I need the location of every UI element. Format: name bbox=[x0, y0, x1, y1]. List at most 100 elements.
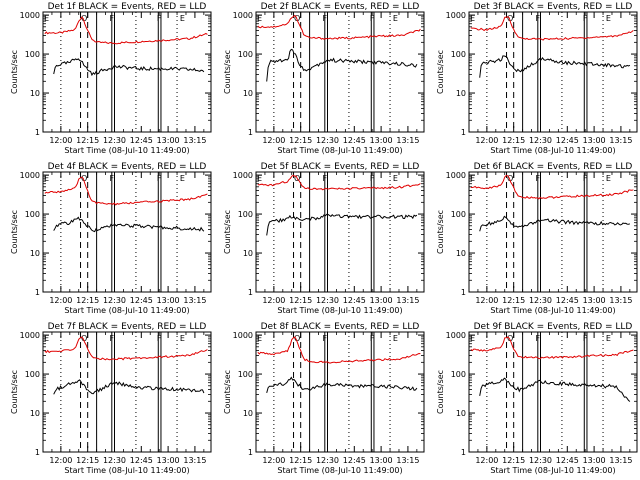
events-series-line bbox=[53, 216, 205, 233]
events-series-line bbox=[266, 376, 418, 394]
y-tick-label: 1 bbox=[35, 128, 40, 137]
plot-frame bbox=[255, 331, 425, 453]
events-series-line bbox=[479, 55, 631, 78]
y-tick-label: 1000 bbox=[446, 11, 466, 20]
time-marker-label: F bbox=[157, 174, 162, 183]
time-marker-label: F bbox=[323, 174, 328, 183]
y-tick-label: 10 bbox=[30, 409, 40, 418]
time-marker-label: E bbox=[180, 334, 185, 343]
lld-series-line bbox=[257, 14, 421, 41]
time-marker-label: E bbox=[393, 14, 398, 23]
x-axis-label: Start Time (08-Jul-10 11:49:00) bbox=[490, 466, 615, 475]
time-marker-label: O bbox=[507, 334, 513, 343]
x-axis-label: Start Time (08-Jul-10 11:49:00) bbox=[277, 146, 402, 155]
y-tick-label: 100 bbox=[238, 210, 253, 219]
time-marker-label: F bbox=[536, 174, 541, 183]
panel-det-3: Det 3f BLACK = Events, RED = LLD 1 10 100 10… bbox=[436, 2, 638, 155]
x-axis-label: Start Time (08-Jul-10 11:49:00) bbox=[490, 306, 615, 315]
time-marker-label: F bbox=[157, 334, 162, 343]
x-tick-label: 12:45 bbox=[130, 136, 153, 145]
x-tick-label: 12:30 bbox=[103, 456, 126, 465]
x-tick-label: 13:00 bbox=[583, 456, 606, 465]
x-tick-label: 12:00 bbox=[475, 296, 498, 305]
panel-det-9: Det 9f BLACK = Events, RED = LLD 1 10 100 10… bbox=[436, 322, 638, 475]
events-series-line bbox=[479, 377, 631, 402]
lld-series-line bbox=[257, 336, 421, 364]
y-tick-label: 100 bbox=[238, 50, 253, 59]
time-marker-label: E bbox=[470, 14, 475, 23]
time-marker-label: O bbox=[507, 14, 513, 23]
y-axis-label: Counts/sec bbox=[10, 210, 19, 254]
y-tick-label: 1000 bbox=[233, 331, 253, 340]
plot-frame bbox=[42, 171, 212, 293]
x-tick-label: 12:15 bbox=[76, 456, 99, 465]
time-marker-label: E bbox=[257, 174, 262, 183]
plot-frame bbox=[255, 171, 425, 293]
panel-det-7: Det 7f BLACK = Events, RED = LLD 1 10 100 10… bbox=[10, 322, 212, 475]
y-axis-label: Counts/sec bbox=[436, 50, 445, 94]
y-tick-label: 10 bbox=[243, 89, 253, 98]
panel-title: Det 7f BLACK = Events, RED = LLD bbox=[48, 322, 207, 332]
plot-frame bbox=[42, 11, 212, 133]
x-tick-label: 12:00 bbox=[262, 136, 285, 145]
x-axis-label: Start Time (08-Jul-10 11:49:00) bbox=[277, 306, 402, 315]
x-tick-label: 12:15 bbox=[502, 296, 525, 305]
lld-series-line bbox=[44, 176, 208, 206]
x-tick-label: 12:45 bbox=[343, 136, 366, 145]
y-tick-label: 100 bbox=[451, 210, 466, 219]
panel-title: Det 2f BLACK = Events, RED = LLD bbox=[261, 2, 420, 12]
x-tick-label: 12:00 bbox=[49, 296, 72, 305]
time-marker-label: E bbox=[470, 334, 475, 343]
y-axis-label: Counts/sec bbox=[436, 210, 445, 254]
x-tick-label: 12:15 bbox=[502, 136, 525, 145]
time-marker-label: O bbox=[81, 14, 87, 23]
time-marker-label: F bbox=[370, 174, 375, 183]
y-tick-label: 1 bbox=[248, 448, 253, 457]
panel-det-2: Det 2f BLACK = Events, RED = LLD 1 10 100 10… bbox=[223, 2, 425, 155]
y-tick-label: 1000 bbox=[446, 171, 466, 180]
x-axis-label: Start Time (08-Jul-10 11:49:00) bbox=[64, 306, 189, 315]
x-tick-label: 12:30 bbox=[316, 136, 339, 145]
x-tick-label: 13:15 bbox=[183, 136, 206, 145]
x-tick-label: 12:15 bbox=[76, 136, 99, 145]
x-axis-label: Start Time (08-Jul-10 11:49:00) bbox=[64, 466, 189, 475]
x-tick-label: 12:30 bbox=[529, 456, 552, 465]
y-axis-label: Counts/sec bbox=[223, 370, 232, 414]
y-axis-label: Counts/sec bbox=[10, 370, 19, 414]
time-marker-label: E bbox=[606, 334, 611, 343]
panel-title: Det 8f BLACK = Events, RED = LLD bbox=[261, 322, 420, 332]
y-tick-label: 1 bbox=[248, 288, 253, 297]
time-marker-label: F bbox=[157, 14, 162, 23]
x-tick-label: 12:00 bbox=[262, 296, 285, 305]
time-marker-label: E bbox=[393, 334, 398, 343]
x-tick-label: 12:15 bbox=[76, 296, 99, 305]
time-marker-label: E bbox=[44, 14, 49, 23]
y-tick-label: 1000 bbox=[233, 171, 253, 180]
x-tick-label: 13:00 bbox=[370, 296, 393, 305]
y-axis-label: Counts/sec bbox=[223, 50, 232, 94]
x-tick-label: 13:00 bbox=[370, 136, 393, 145]
y-tick-label: 10 bbox=[243, 409, 253, 418]
time-marker-label: E bbox=[257, 14, 262, 23]
x-tick-label: 13:00 bbox=[583, 296, 606, 305]
x-tick-label: 13:15 bbox=[183, 296, 206, 305]
x-tick-label: 13:15 bbox=[609, 296, 632, 305]
x-tick-label: 12:00 bbox=[475, 136, 498, 145]
y-tick-label: 10 bbox=[30, 249, 40, 258]
time-marker-label: F bbox=[536, 14, 541, 23]
time-marker-label: F bbox=[583, 14, 588, 23]
y-tick-label: 10 bbox=[456, 409, 466, 418]
y-tick-label: 1000 bbox=[20, 171, 40, 180]
panel-title: Det 4f BLACK = Events, RED = LLD bbox=[48, 162, 207, 172]
time-marker-label: O bbox=[294, 334, 300, 343]
panel-title: Det 5f BLACK = Events, RED = LLD bbox=[261, 162, 420, 172]
x-tick-label: 13:00 bbox=[157, 296, 180, 305]
lld-series-line bbox=[470, 336, 634, 360]
plot-frame bbox=[468, 171, 638, 293]
x-tick-label: 13:00 bbox=[157, 456, 180, 465]
x-tick-label: 12:30 bbox=[316, 456, 339, 465]
x-tick-label: 12:00 bbox=[262, 456, 285, 465]
y-tick-label: 1 bbox=[461, 128, 466, 137]
y-tick-label: 100 bbox=[25, 50, 40, 59]
